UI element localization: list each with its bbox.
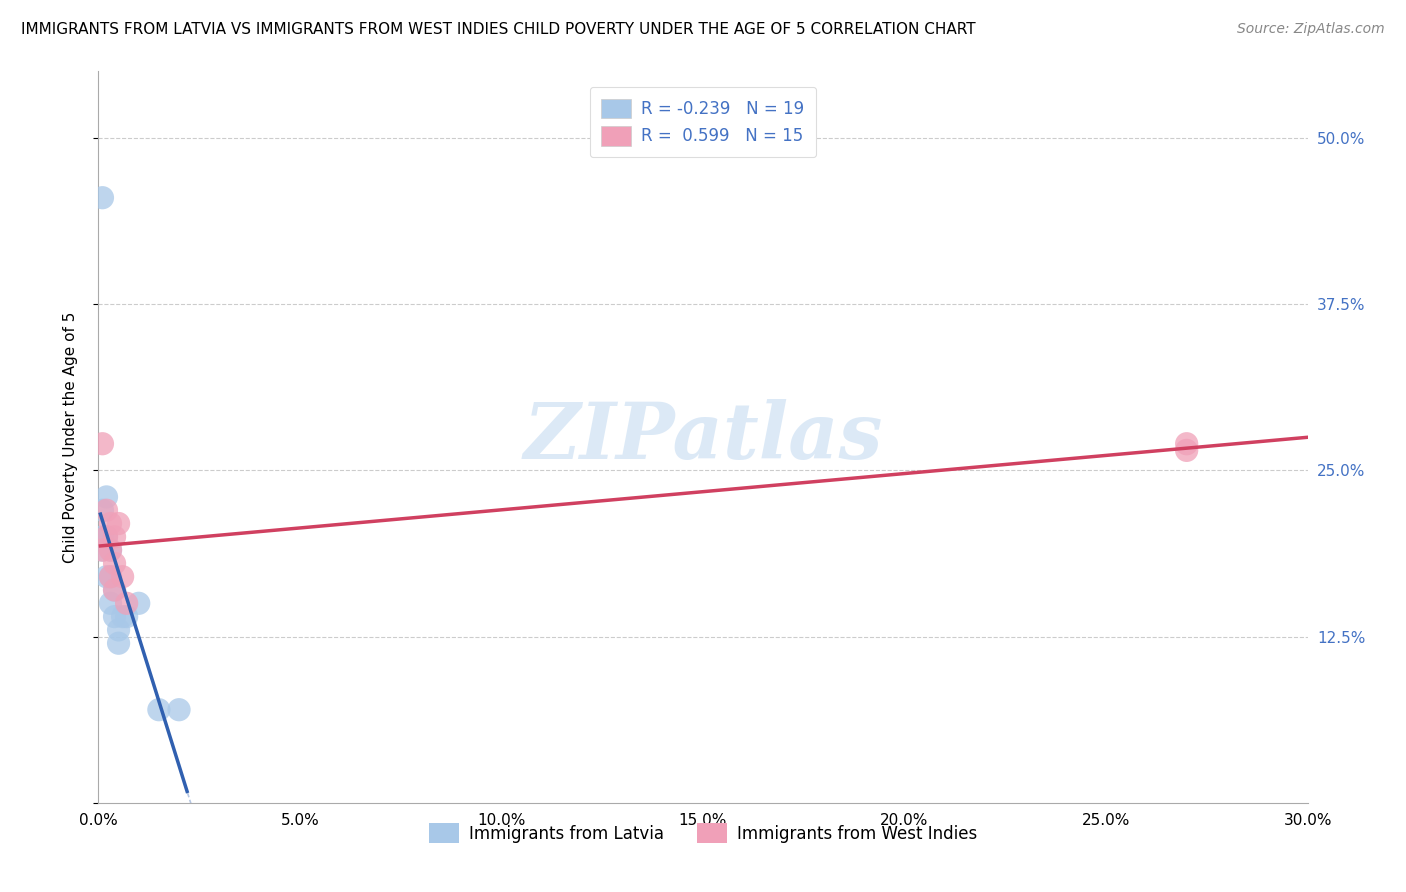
Point	[91, 191, 114, 205]
Point	[96, 503, 118, 517]
Point	[115, 609, 138, 624]
Point	[96, 530, 118, 544]
Point	[103, 582, 125, 597]
Point	[91, 530, 114, 544]
Point	[128, 596, 150, 610]
Point	[103, 609, 125, 624]
Point	[107, 623, 129, 637]
Point	[96, 530, 118, 544]
Text: ZIPatlas: ZIPatlas	[523, 399, 883, 475]
Point	[91, 543, 114, 558]
Point	[91, 436, 114, 450]
Point	[100, 543, 122, 558]
Point	[91, 543, 114, 558]
Point	[96, 490, 118, 504]
Point	[103, 582, 125, 597]
Point	[167, 703, 190, 717]
Legend: Immigrants from Latvia, Immigrants from West Indies: Immigrants from Latvia, Immigrants from …	[422, 817, 984, 849]
Point	[1175, 443, 1198, 458]
Point	[107, 516, 129, 531]
Point	[1175, 436, 1198, 450]
Point	[115, 596, 138, 610]
Text: Source: ZipAtlas.com: Source: ZipAtlas.com	[1237, 22, 1385, 37]
Point	[100, 570, 122, 584]
Point	[103, 530, 125, 544]
Point	[148, 703, 170, 717]
Text: IMMIGRANTS FROM LATVIA VS IMMIGRANTS FROM WEST INDIES CHILD POVERTY UNDER THE AG: IMMIGRANTS FROM LATVIA VS IMMIGRANTS FRO…	[21, 22, 976, 37]
Point	[100, 543, 122, 558]
Point	[111, 570, 134, 584]
Point	[103, 557, 125, 571]
Point	[100, 516, 122, 531]
Point	[100, 570, 122, 584]
Point	[96, 570, 118, 584]
Point	[107, 636, 129, 650]
Point	[100, 596, 122, 610]
Point	[111, 609, 134, 624]
Y-axis label: Child Poverty Under the Age of 5: Child Poverty Under the Age of 5	[63, 311, 77, 563]
Point	[91, 503, 114, 517]
